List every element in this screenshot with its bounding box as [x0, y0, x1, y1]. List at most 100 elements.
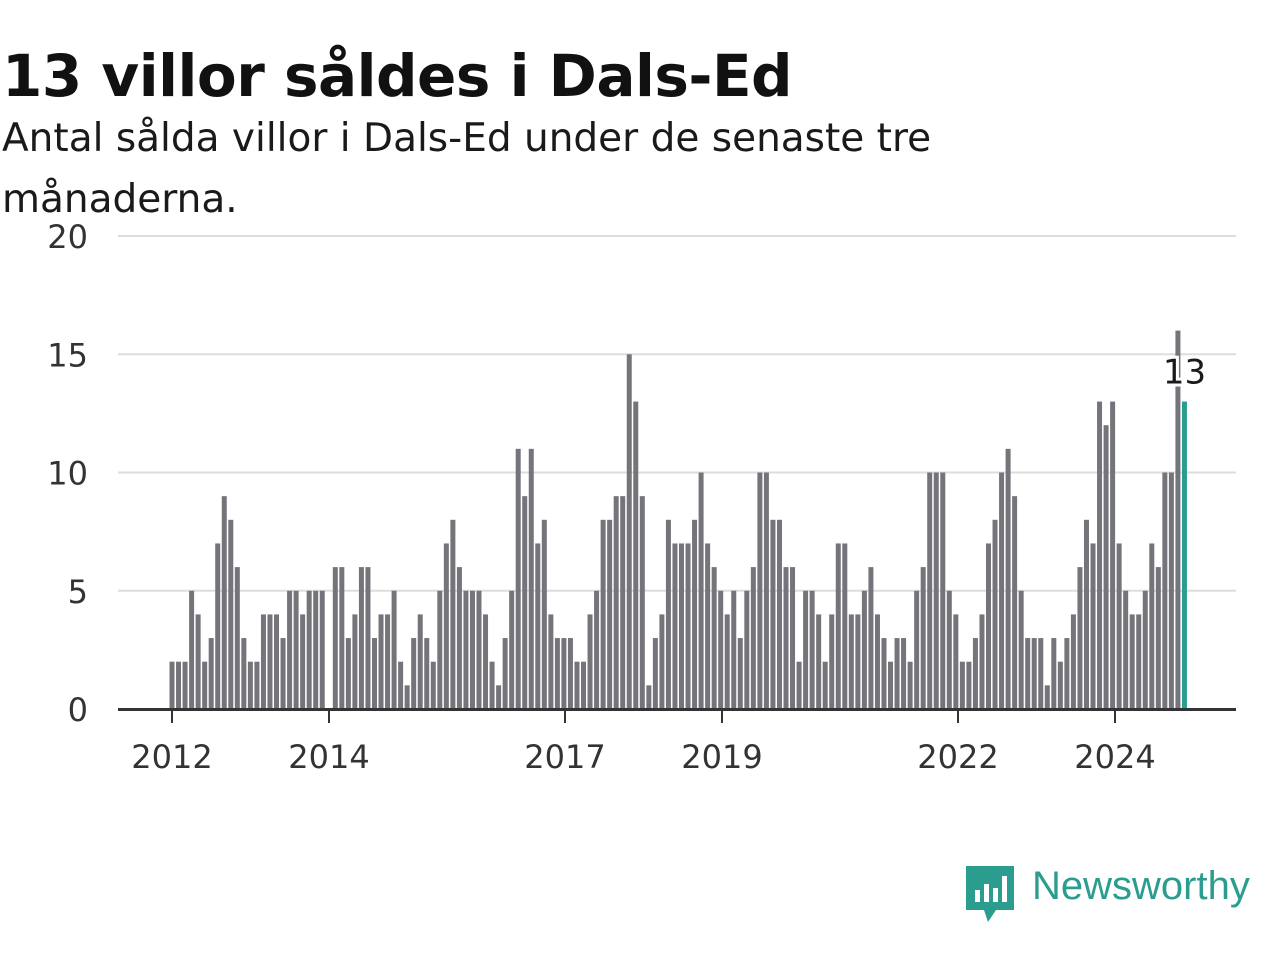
bar [1038, 638, 1044, 709]
bar [979, 614, 985, 709]
bar [398, 661, 404, 709]
bar [783, 567, 789, 709]
bar [339, 567, 345, 709]
bar [763, 472, 769, 709]
bar [358, 567, 364, 709]
x-tick-label: 2019 [681, 738, 762, 776]
bar [620, 496, 626, 709]
bar [790, 567, 796, 709]
bar [587, 614, 593, 709]
x-tick-label: 2022 [917, 738, 998, 776]
bar [750, 567, 756, 709]
bar [1031, 638, 1037, 709]
bar [352, 614, 358, 709]
bar [927, 472, 933, 709]
bar [803, 590, 809, 709]
bar [535, 543, 541, 709]
bar [228, 519, 234, 709]
bar [293, 590, 299, 709]
bar [365, 567, 371, 709]
newsworthy-chart-icon [966, 866, 1014, 922]
bars [169, 330, 1187, 709]
bar [901, 638, 907, 709]
bar [496, 685, 502, 709]
x-tick-label: 2012 [131, 738, 212, 776]
bar [182, 661, 188, 709]
bar [868, 567, 874, 709]
bar [176, 661, 182, 709]
bar [234, 567, 240, 709]
bar [835, 543, 841, 709]
bar [711, 567, 717, 709]
bar [1083, 519, 1089, 709]
bar [594, 590, 600, 709]
bar [385, 614, 391, 709]
bar [888, 661, 894, 709]
chart-title: 13 villor såldes i Dals-Ed [2, 42, 793, 110]
y-tick-label: 20 [47, 218, 88, 256]
bar [313, 590, 319, 709]
bar [1155, 567, 1161, 709]
y-tick-label: 5 [68, 573, 88, 611]
bar [254, 661, 260, 709]
bar [816, 614, 822, 709]
bar [613, 496, 619, 709]
bar [992, 519, 998, 709]
bar [855, 614, 861, 709]
bar [332, 567, 338, 709]
bar [959, 661, 965, 709]
bar [515, 448, 521, 709]
bar [1123, 590, 1129, 709]
bar [1110, 401, 1116, 709]
bar [776, 519, 782, 709]
bar [861, 590, 867, 709]
bar [633, 401, 639, 709]
bar [907, 661, 913, 709]
bar [796, 661, 802, 709]
bar [665, 519, 671, 709]
bar [450, 519, 456, 709]
bar [189, 590, 195, 709]
bar [443, 543, 449, 709]
bar [718, 590, 724, 709]
bar [169, 661, 175, 709]
bar [1005, 448, 1011, 709]
bar [946, 590, 952, 709]
bar [581, 661, 587, 709]
x-tick-label: 2014 [288, 738, 369, 776]
bar [424, 638, 430, 709]
bar [874, 614, 880, 709]
bar [502, 638, 508, 709]
bar [1142, 590, 1148, 709]
bar [770, 519, 776, 709]
bar [1057, 661, 1063, 709]
bar [404, 685, 410, 709]
bar [221, 496, 227, 709]
y-axis-tick-labels: 0 5 10 15 20 [47, 218, 88, 729]
bar [483, 614, 489, 709]
bar [391, 590, 397, 709]
bar [1129, 614, 1135, 709]
bar [1090, 543, 1096, 709]
bar [437, 590, 443, 709]
bar [842, 543, 848, 709]
y-tick-label: 0 [68, 691, 88, 729]
bar [698, 472, 704, 709]
newsworthy-logo[interactable]: Newsworthy [962, 862, 1280, 928]
bar [215, 543, 221, 709]
bar [509, 590, 515, 709]
bar [287, 590, 293, 709]
highlight-value-label: 13 [1163, 353, 1206, 393]
x-tick-label: 2017 [524, 738, 605, 776]
bar [679, 543, 684, 709]
bar [280, 638, 286, 709]
bar [469, 590, 475, 709]
bar [1162, 472, 1168, 709]
bar [809, 590, 815, 709]
bar [920, 567, 926, 709]
bar [953, 614, 959, 709]
bar [829, 614, 835, 709]
bar [986, 543, 991, 709]
gridlines [118, 235, 1236, 592]
bar [940, 472, 946, 709]
